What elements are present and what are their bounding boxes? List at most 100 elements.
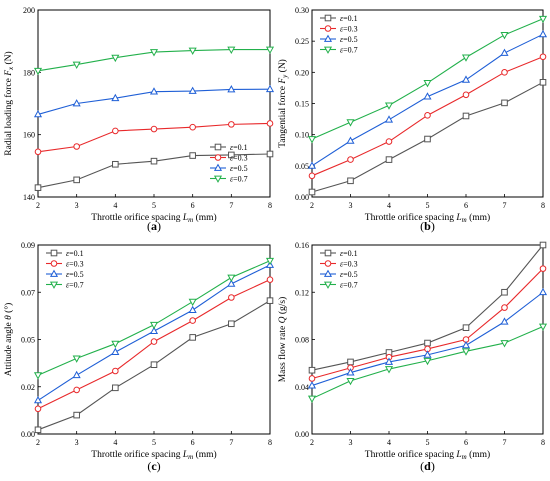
y-tick-label: 0.04 — [295, 383, 309, 392]
data-point — [72, 61, 81, 69]
data-point — [188, 305, 197, 313]
data-point — [500, 48, 509, 56]
data-point — [538, 29, 548, 38]
data-point — [539, 265, 547, 272]
data-point — [227, 85, 236, 93]
legend: ε=0.1 ε=0.3ε=0.5 ε=0.7 — [320, 249, 358, 290]
data-point — [423, 357, 432, 366]
x-tick-label: 7 — [229, 201, 233, 210]
x-tick-label: 8 — [268, 201, 272, 210]
panel-caption: (b) — [420, 219, 435, 233]
legend-marker — [323, 34, 333, 42]
x-tick-label: 5 — [426, 201, 430, 210]
x-tick-label: 6 — [464, 201, 468, 210]
legend-label: ε=0.5 — [340, 35, 358, 44]
data-point — [227, 46, 236, 55]
data-point — [347, 177, 354, 185]
data-point — [501, 69, 508, 76]
y-tick-label: 0.25 — [295, 37, 309, 46]
data-point — [266, 120, 274, 127]
y-tick-label: 0.02 — [21, 383, 35, 392]
data-point — [73, 386, 80, 394]
y-tick-label: 0.08 — [295, 336, 309, 345]
data-point — [539, 241, 547, 249]
data-point — [501, 99, 508, 107]
data-point — [228, 121, 235, 128]
series-0.1 — [308, 79, 547, 196]
panel-caption: (c) — [147, 459, 160, 473]
x-axis-label: Throttle orifice spacing Lm (mm) — [365, 212, 490, 224]
data-point — [266, 150, 274, 158]
data-point — [73, 176, 80, 184]
data-point — [188, 86, 197, 94]
series-0.3 — [308, 265, 547, 382]
series-line — [311, 291, 544, 387]
data-point — [423, 350, 432, 358]
x-tick-label: 4 — [387, 201, 391, 210]
series-0.5 — [307, 287, 548, 389]
legend-label: ε=0.7 — [66, 281, 84, 290]
data-point — [347, 358, 354, 366]
data-point — [228, 320, 235, 328]
data-point — [346, 119, 355, 127]
data-point — [462, 112, 470, 120]
panel-caption: (a) — [147, 219, 161, 233]
data-point — [347, 156, 354, 163]
y-tick-label: 0.30 — [295, 6, 309, 15]
data-point — [424, 339, 431, 347]
x-tick-label: 3 — [349, 438, 353, 447]
data-point — [461, 348, 471, 356]
data-point — [189, 152, 196, 159]
data-point — [539, 79, 547, 86]
x-tick-label: 6 — [191, 438, 195, 447]
data-point — [227, 274, 236, 282]
data-point — [189, 123, 196, 131]
y-tick-label: 0.20 — [295, 68, 309, 77]
data-point — [346, 136, 355, 144]
series-0.7 — [33, 257, 275, 380]
legend-label: ε=0.1 — [230, 143, 248, 152]
y-tick-label: 200 — [23, 6, 35, 15]
data-point — [462, 91, 470, 99]
data-point — [461, 340, 471, 349]
y-tick-label: 0.15 — [295, 100, 309, 109]
data-point — [111, 93, 120, 102]
x-tick-label: 5 — [152, 438, 156, 447]
legend: ε=0.1 ε=0.3ε=0.5 ε=0.7 — [210, 143, 248, 184]
data-point — [500, 340, 509, 348]
x-tick-label: 4 — [387, 438, 391, 447]
data-point — [308, 366, 316, 374]
series-0.3 — [308, 53, 547, 180]
x-tick-label: 2 — [310, 201, 314, 210]
series-0.5 — [33, 260, 275, 404]
panel-caption: (d) — [420, 459, 435, 473]
series-0.5 — [307, 29, 548, 169]
y-tick-label: 0.00 — [21, 430, 35, 439]
legend-label: ε=0.5 — [340, 270, 358, 279]
data-point — [112, 127, 119, 135]
chart-panel-3: 2 3 4 5 6 7 8 0.00 0.02 0.05 0.07 0.09 Throttle orif… — [3, 241, 275, 473]
data-point — [538, 323, 548, 331]
x-tick-label: 7 — [503, 201, 507, 210]
y-axis-label: Tangential force Fy (N) — [277, 59, 289, 148]
data-point — [72, 370, 81, 379]
data-point — [189, 317, 196, 324]
data-point — [149, 49, 159, 57]
data-point — [307, 136, 317, 144]
legend-label: ε=0.7 — [230, 175, 248, 184]
legend-label: ε=0.7 — [340, 281, 358, 290]
legend-marker — [324, 260, 332, 267]
data-point — [501, 288, 508, 296]
data-point — [385, 156, 393, 163]
legend-label: ε=0.5 — [230, 164, 248, 173]
x-tick-label: 7 — [229, 438, 233, 447]
chart-panel-2: 2 3 4 5 6 7 8 0.00 0.05 0.10 0.15 0.20 0.25 0.30 Throt… — [277, 6, 548, 233]
legend: ε=0.1 ε=0.3ε=0.5 ε=0.7 — [320, 14, 358, 55]
x-tick-label: 6 — [464, 438, 468, 447]
y-tick-label: 140 — [23, 193, 35, 202]
data-point — [34, 426, 42, 434]
y-tick-label: 0.07 — [21, 288, 35, 297]
chart-panel-4: 2 3 4 5 6 7 8 0.00 0.04 0.08 0.12 0.16 Throttle orif… — [277, 241, 548, 473]
data-point — [500, 317, 509, 325]
